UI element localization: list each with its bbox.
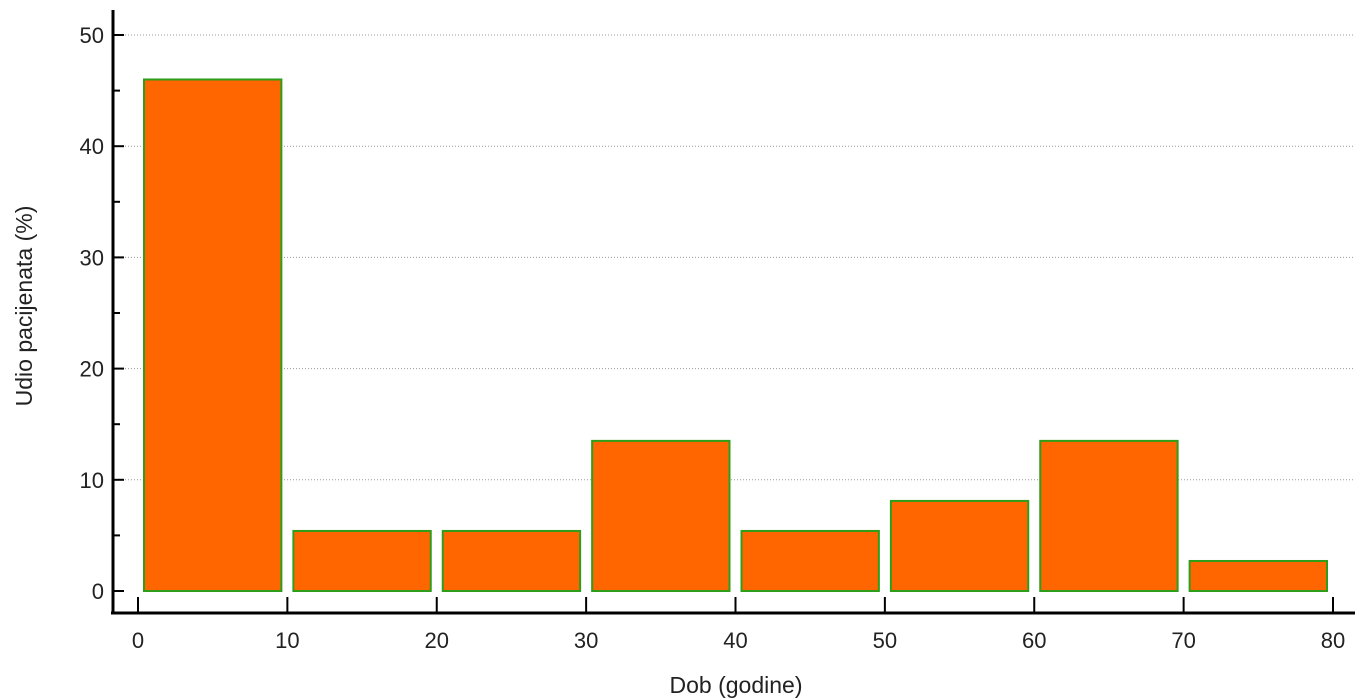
bar-0-10 [143, 78, 283, 592]
x-tick-label-50: 50 [873, 628, 897, 653]
x-ticks: 0 10 20 30 40 50 60 70 80 [132, 597, 1345, 653]
bar-10-20 [292, 529, 432, 593]
x-tick-label-60: 60 [1022, 628, 1046, 653]
y-tick-label-30: 30 [80, 245, 104, 270]
x-tick-label-40: 40 [723, 628, 747, 653]
y-tick-label-40: 40 [80, 134, 104, 159]
x-tick-label-70: 70 [1171, 628, 1195, 653]
y-tick-label-10: 10 [80, 468, 104, 493]
y-tick-label-20: 20 [80, 357, 104, 382]
x-tick-label-10: 10 [275, 628, 299, 653]
x-tick-label-80: 80 [1321, 628, 1345, 653]
x-tick-label-20: 20 [425, 628, 449, 653]
x-tick-label-30: 30 [574, 628, 598, 653]
y-axis-label: Udio pacijenata (%) [11, 206, 37, 407]
x-tick-label-0: 0 [132, 628, 144, 653]
bars [143, 78, 1328, 593]
y-tick-label-50: 50 [80, 23, 104, 48]
bar-70-80 [1188, 559, 1328, 593]
x-axis-label: Dob (godine) [670, 672, 803, 698]
bar-30-40 [591, 439, 731, 592]
bar-40-50 [740, 529, 880, 593]
bar-20-30 [441, 529, 582, 593]
y-ticks: 0 10 20 30 40 50 [80, 23, 124, 604]
y-tick-label-0: 0 [92, 579, 104, 604]
bar-50-60 [889, 499, 1030, 593]
bar-60-70 [1039, 439, 1179, 592]
grid-lines [113, 34, 1355, 481]
